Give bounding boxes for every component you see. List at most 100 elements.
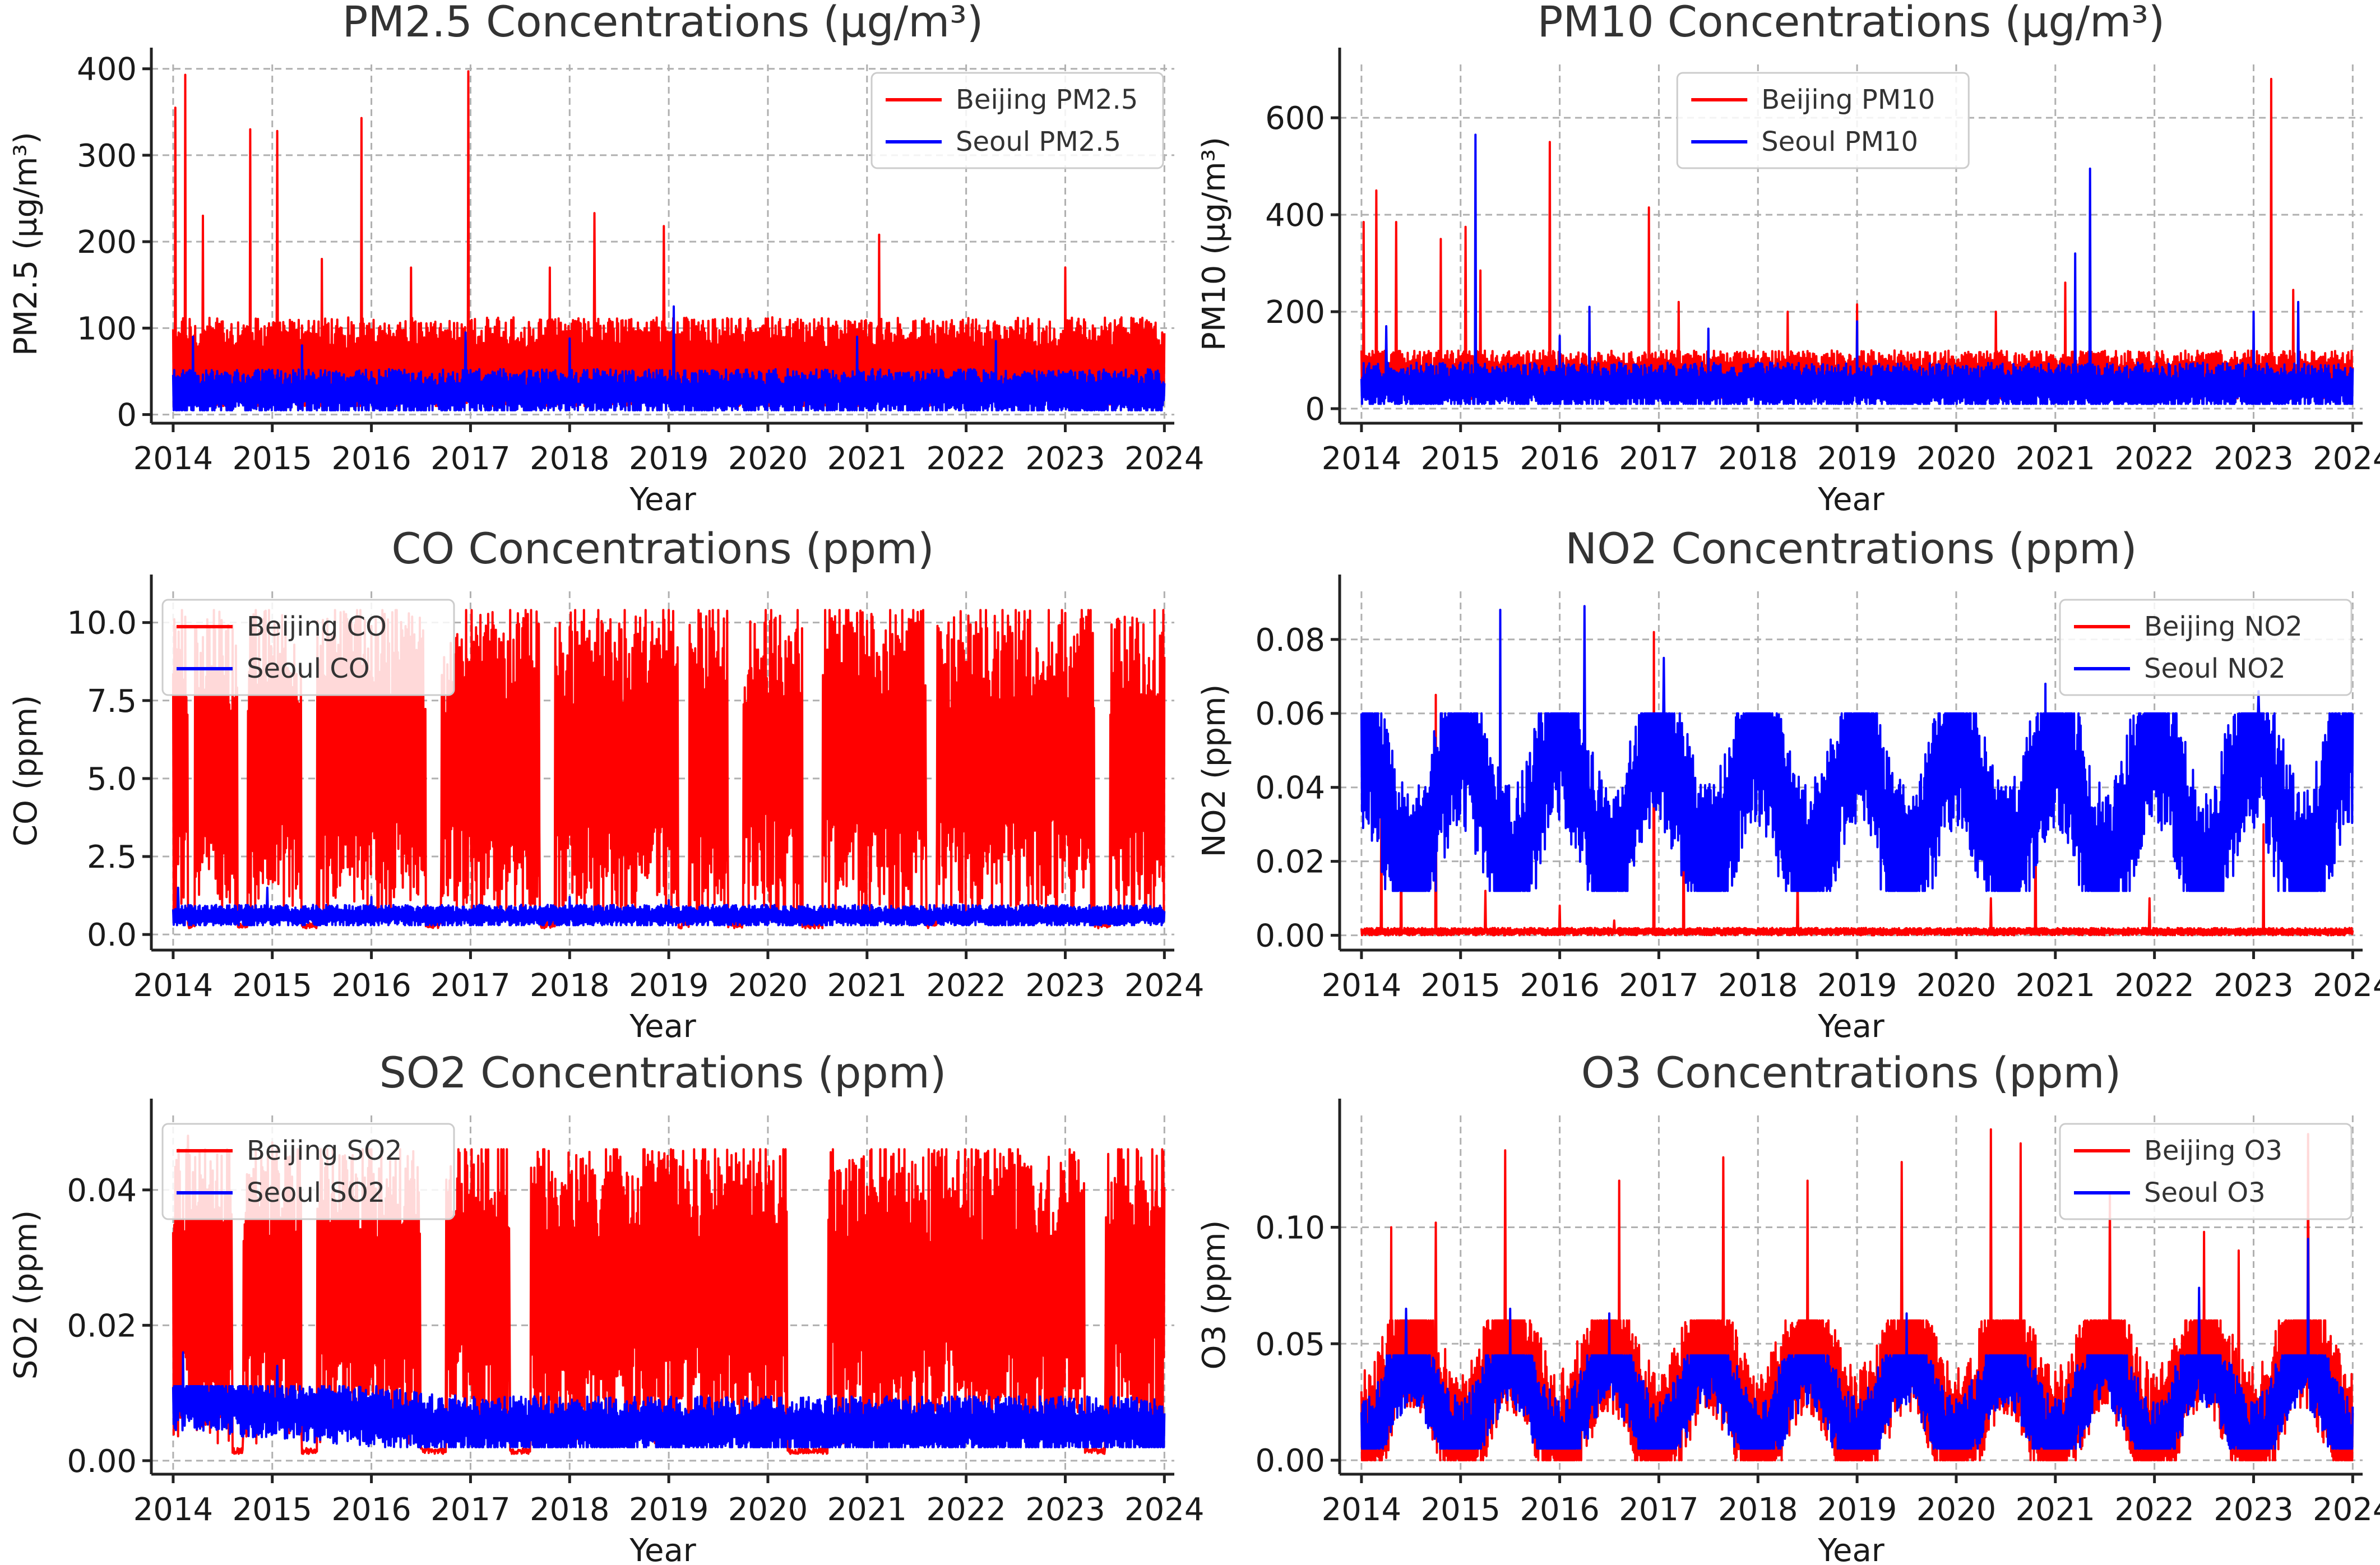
y-tick-label: 0.02 [1255, 844, 1325, 881]
x-tick-label: 2021 [2016, 441, 2096, 477]
y-axis-label: CO (ppm) [8, 695, 44, 846]
y-axis-label: PM10 (µg/m³) [1196, 137, 1233, 351]
legend-box [2059, 599, 2353, 696]
legend-label: Beijing PM10 [1761, 84, 1935, 115]
x-tick-label: 2017 [430, 967, 511, 1004]
series-line-beijing-pm10 [1360, 77, 2354, 400]
series-line-seoul-pm10 [1360, 133, 2354, 405]
x-axis-label: Year [1817, 481, 1885, 518]
x-tick-label: 2014 [1322, 441, 1402, 477]
x-tick-label: 2017 [1619, 441, 1699, 477]
y-tick-label: 200 [77, 224, 137, 261]
x-tick-label: 2018 [1718, 967, 1798, 1004]
x-tick-label: 2018 [530, 1492, 610, 1528]
x-tick-label: 2019 [629, 441, 709, 477]
x-tick-label: 2022 [926, 1492, 1006, 1528]
x-tick-label: 2020 [1916, 441, 1997, 477]
x-tick-label: 2021 [2016, 1492, 2096, 1528]
y-tick-label: 0.04 [67, 1173, 137, 1209]
x-tick-label: 2021 [827, 441, 907, 477]
y-tick-label: 0.04 [1255, 770, 1325, 807]
y-tick-label: 200 [1265, 294, 1325, 331]
x-tick-label: 2016 [1520, 441, 1600, 477]
legend: Beijing O3 Seoul O3 [2059, 1123, 2353, 1220]
x-tick-label: 2019 [1817, 1492, 1897, 1528]
x-tick-label: 2015 [1420, 1492, 1501, 1528]
y-tick-label: 0.08 [1255, 622, 1325, 659]
x-tick-label: 2015 [1420, 967, 1501, 1004]
x-tick-label: 2018 [1718, 441, 1798, 477]
y-tick-label: 0.00 [67, 1443, 137, 1480]
series-line-seoul-so2 [172, 1351, 1166, 1448]
y-axis-label: O3 (ppm) [1196, 1220, 1233, 1370]
chart-panel: 2014 2015 2016 2017 2018 2019 2020 2021 2022 2023… [1196, 524, 2380, 1045]
series-line-seoul-o3 [1360, 1238, 2354, 1450]
x-tick-label: 2016 [331, 441, 411, 477]
x-tick-label: 2018 [530, 441, 610, 477]
x-tick-label: 2024 [1124, 967, 1205, 1004]
y-tick-label: 0.00 [1255, 918, 1325, 955]
y-axis-label: NO2 (ppm) [1196, 684, 1233, 858]
x-tick-label: 2016 [1520, 1492, 1600, 1528]
legend: Beijing PM2.5 Seoul PM2.5 [870, 72, 1164, 169]
x-tick-label: 2018 [530, 967, 610, 1004]
x-tick-label: 2014 [1322, 1492, 1402, 1528]
y-tick-label: 0.0 [87, 917, 137, 953]
chart-title: SO2 Concentrations (ppm) [379, 1048, 947, 1098]
legend-box [2059, 1123, 2353, 1220]
y-tick-label: 0 [117, 397, 137, 434]
legend: Beijing CO Seoul CO [161, 599, 455, 696]
x-tick-label: 2020 [728, 441, 808, 477]
x-tick-label: 2019 [1817, 441, 1897, 477]
legend: Beijing NO2 Seoul NO2 [2059, 599, 2353, 696]
legend-box [161, 1123, 455, 1220]
x-tick-label: 2017 [1619, 967, 1699, 1004]
y-tick-label: 600 [1265, 100, 1325, 137]
legend-label: Beijing CO [247, 611, 387, 642]
y-tick-label: 300 [77, 138, 137, 174]
x-tick-label: 2023 [1025, 1492, 1105, 1528]
y-tick-label: 400 [1265, 197, 1325, 234]
x-tick-label: 2016 [331, 967, 411, 1004]
chart-panel: 2014 2015 2016 2017 2018 2019 2020 2021 2022 2023… [8, 1048, 1205, 1565]
x-axis-label: Year [629, 481, 697, 518]
legend: Beijing PM10 Seoul PM10 [1676, 72, 1970, 169]
x-tick-label: 2017 [1619, 1492, 1699, 1528]
x-tick-label: 2024 [2313, 967, 2380, 1004]
x-tick-label: 2016 [1520, 967, 1600, 1004]
x-tick-label: 2024 [1124, 441, 1205, 477]
x-tick-label: 2021 [827, 1492, 907, 1528]
x-tick-label: 2014 [133, 441, 214, 477]
x-axis-label: Year [629, 1008, 697, 1045]
x-tick-label: 2022 [926, 441, 1006, 477]
x-tick-label: 2021 [2016, 967, 2096, 1004]
x-tick-label: 2015 [232, 967, 312, 1004]
x-tick-label: 2022 [2114, 1492, 2194, 1528]
x-tick-label: 2020 [1916, 1492, 1997, 1528]
y-tick-label: 0.05 [1255, 1326, 1325, 1363]
series-line-seoul-pm2-5 [172, 305, 1166, 411]
chart-title: NO2 Concentrations (ppm) [1565, 524, 2137, 573]
chart-panel: 2014 2015 2016 2017 2018 2019 2020 2021 2022 2023… [8, 0, 1205, 518]
y-tick-label: 2.5 [87, 839, 137, 876]
y-axis-label: PM2.5 (µg/m³) [8, 132, 44, 356]
x-tick-label: 2023 [1025, 967, 1105, 1004]
x-tick-label: 2019 [629, 967, 709, 1004]
legend-box [161, 599, 455, 696]
x-tick-label: 2014 [1322, 967, 1402, 1004]
x-tick-label: 2018 [1718, 1492, 1798, 1528]
legend-label: Beijing O3 [2144, 1135, 2282, 1166]
chart-title: O3 Concentrations (ppm) [1581, 1048, 2122, 1098]
x-tick-label: 2019 [629, 1492, 709, 1528]
x-tick-label: 2022 [926, 967, 1006, 1004]
x-tick-label: 2023 [2214, 1492, 2294, 1528]
series-line-beijing-no2 [1360, 631, 2354, 937]
series-line-beijing-so2 [172, 1135, 1166, 1455]
x-tick-label: 2024 [1124, 1492, 1205, 1528]
x-tick-label: 2020 [1916, 967, 1997, 1004]
legend-label: Seoul O3 [2144, 1177, 2266, 1209]
x-tick-label: 2022 [2114, 441, 2194, 477]
x-axis-label: Year [629, 1532, 697, 1565]
x-axis-label: Year [1817, 1008, 1885, 1045]
